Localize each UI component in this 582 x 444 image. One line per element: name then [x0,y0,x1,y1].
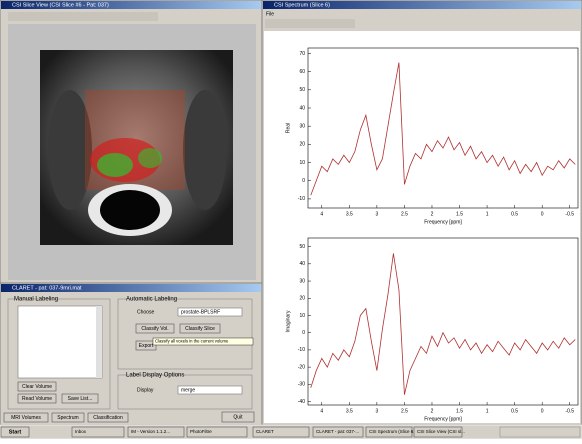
y-tick-label: 50 [299,87,305,93]
tooltip-text: Classify all voxels in the current volum… [155,339,229,344]
y-tick-label: 40 [299,105,305,111]
screen: CSI Slice View (CSI Slice #6 - Pat: 037)… [0,0,582,439]
mri-rectum [100,190,160,230]
field-label: Choose [137,309,154,315]
x-tick-label: 4 [320,211,323,217]
dropdown-value: prostate-BPLSRF [181,309,220,315]
y-tick-label: 70 [299,51,305,57]
x-tick-label: 4 [320,408,323,414]
slice-window: CSI Slice View (CSI Slice #6 - Pat: 037) [0,0,262,283]
y-tick-label: 10 [299,313,305,319]
claret-window: CLARET - pat: 037-9mri.mat Manual Labeli… [0,283,262,425]
y-tick-label: 10 [299,160,305,166]
window-title: CSI Spectrum (Slice 6) [274,2,330,8]
x-tick-label: 1 [486,408,489,414]
x-tick-label: 1.5 [456,211,463,217]
scrollbar[interactable] [96,306,102,378]
toolbar[interactable] [8,12,158,21]
list-box[interactable] [18,306,102,378]
task-label: IM - Version 1.1.2... [131,429,170,434]
tab-label: Spectrum [57,415,78,421]
group-heading: Manual Labeling [14,297,58,303]
button-label: Classify Slice [185,326,215,332]
task-items: Inbox IM - Version 1.1.2... PhotoFiltre CLA… [72,427,465,437]
x-tick-label: 2.5 [401,408,408,414]
toolbar[interactable] [265,19,355,28]
x-tick-label: 2 [431,211,434,217]
tab-label: Classification [93,415,123,421]
y-tick-label: 0 [302,330,305,336]
button-label: Clear Volume [22,384,52,390]
plot-area [264,31,580,423]
y-axis-label: Imaginary [285,310,291,332]
tab-label: MRI Volumes [11,415,41,421]
x-tick-label: 3 [375,211,378,217]
x-tick-label: 1.5 [456,408,463,414]
x-tick-label: 3 [375,408,378,414]
x-tick-label: 0 [541,408,544,414]
x-tick-label: 2 [431,408,434,414]
y-tick-label: 30 [299,278,305,284]
x-tick-label: -0.5 [565,408,574,414]
x-tick-label: 0 [541,211,544,217]
button-label: Quit [233,414,243,420]
spectrum-window: CSI Spectrum (Slice 6) File [262,0,582,425]
tab-strip: MRI Volumes Spectrum Classification [4,413,128,422]
y-tick-label: -10 [298,347,305,353]
menu-item[interactable]: File [266,11,274,17]
y-tick-label: 0 [302,178,305,184]
y-tick-label: -20 [298,364,305,370]
y-tick-label: -10 [298,196,305,202]
x-tick-label: 0.5 [511,408,518,414]
button-label: Save List... [68,396,93,402]
button-label: Classify Vol. [141,326,168,332]
task-label: PhotoFiltre [190,429,212,434]
x-tick-label: 0.5 [511,211,518,217]
group-heading: Automatic Labeling [126,297,177,303]
window-title: CSI Slice View (CSI Slice #6 - Pat: 037) [12,2,109,8]
window-title: CLARET - pat: 037-9mri.mat [12,285,82,291]
button-label: Export [139,343,154,349]
taskbar: Start Inbox IM - Version 1.1.2... PhotoFil… [0,425,582,439]
x-tick-label: 3.5 [346,408,353,414]
y-tick-label: 20 [299,142,305,148]
x-tick-label: -0.5 [565,211,574,217]
x-tick-label: 3.5 [346,211,353,217]
x-axis-label: Frequency [ppm] [424,219,462,225]
y-tick-label: 40 [299,261,305,267]
mri-tissue [183,90,227,210]
x-axis-label: Frequency [ppm] [424,416,462,422]
field-label: Display [137,387,154,393]
group-heading: Label Display Options [126,373,184,379]
task-label: Inbox [75,429,87,434]
y-tick-label: 30 [299,124,305,130]
system-tray [500,427,580,437]
task-label: CSI Slice View (CSI sl... [417,429,465,434]
y-tick-label: 20 [299,296,305,302]
x-tick-label: 2.5 [401,211,408,217]
task-label: CLARET - pat: 037-... [316,429,359,434]
task-label: CLARET [256,429,274,434]
y-tick-label: 50 [299,244,305,250]
y-tick-label: -40 [298,399,305,405]
button-label: Read Volume [22,396,52,402]
start-label: Start [9,429,22,435]
label-overlay [138,148,162,168]
y-tick-label: 60 [299,69,305,75]
y-axis-label: Real [285,123,291,133]
x-tick-label: 1 [486,211,489,217]
y-tick-label: -30 [298,382,305,388]
dropdown-value: merge [181,387,195,393]
task-label: CSI Spectrum (Slice 6... [369,429,417,434]
label-overlay [97,153,133,177]
